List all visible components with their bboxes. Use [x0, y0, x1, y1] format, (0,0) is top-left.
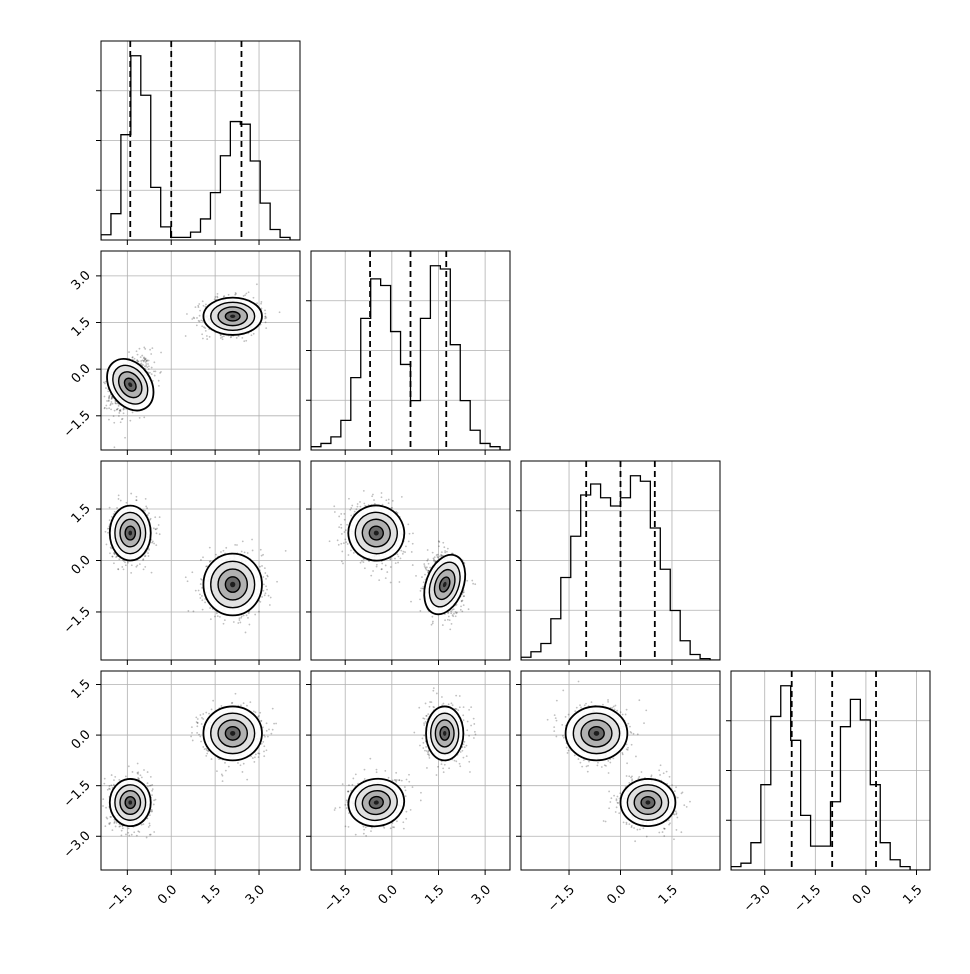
contour-3-0-1-4	[230, 731, 235, 736]
contour-2-0-0-4	[128, 531, 132, 536]
panel-0-0	[96, 41, 300, 245]
x-tick-label: 1.5	[900, 882, 925, 907]
y-tick-label: −1.5	[61, 778, 94, 811]
y-tick-label: 0.0	[69, 553, 94, 578]
x-tick-label: 1.5	[422, 882, 447, 907]
y-tick-label: −3.0	[61, 828, 94, 861]
y-tick-label: −1.5	[61, 604, 94, 637]
x-tick-label: −1.5	[321, 882, 354, 915]
contour-2-0-1-4	[230, 582, 235, 588]
y-tick-label: 1.5	[69, 501, 94, 526]
y-tick-label: 0.0	[69, 361, 94, 386]
panel-3-1: −1.5 0.0 1.5 3.0	[306, 671, 510, 915]
y-tick-label: 1.5	[69, 315, 94, 340]
panel-1-1	[306, 251, 510, 455]
x-tick-label: 0.0	[850, 882, 875, 907]
histogram-3	[731, 686, 930, 870]
panel-3-0: −1.5 0.0 1.5 3.0 −3.0 −1.5 0.0 1.5	[61, 671, 300, 915]
panel-frame	[101, 671, 300, 870]
x-tick-label: 0.0	[604, 882, 629, 907]
contour-3-2-0-4	[645, 800, 650, 804]
panel-3-3: −3.0 −1.5 0.0 1.5	[726, 671, 930, 915]
x-tick-label: 1.5	[199, 882, 224, 907]
contour-1-0-1-4	[230, 315, 235, 318]
panel-1-0: −1.5 0.0 1.5 3.0	[61, 251, 300, 455]
x-tick-label: −1.5	[791, 882, 824, 915]
x-tick-label: 0.0	[155, 882, 180, 907]
y-tick-label: −1.5	[61, 408, 94, 441]
x-tick-label: 0.0	[376, 882, 401, 907]
panel-2-0: −1.5 0.0 1.5	[61, 461, 300, 665]
x-tick-label: −1.5	[545, 882, 578, 915]
panel-2-2	[516, 461, 720, 665]
panel-frame	[311, 671, 510, 870]
contour-3-2-1-4	[594, 731, 600, 736]
contour-3-1-1-4	[443, 731, 446, 736]
x-tick-label: −1.5	[103, 882, 136, 915]
x-tick-label: 3.0	[243, 882, 268, 907]
x-tick-label: 3.0	[469, 882, 494, 907]
y-tick-label: 3.0	[69, 268, 94, 293]
panel-2-1	[306, 461, 510, 665]
contour-3-0-0-4	[128, 800, 132, 804]
y-tick-label: 0.0	[69, 727, 94, 752]
x-tick-label: 1.5	[656, 882, 681, 907]
y-tick-label: 1.5	[69, 677, 94, 702]
x-tick-label: −3.0	[741, 882, 774, 915]
panel-3-2: −1.5 0.0 1.5	[516, 671, 720, 915]
